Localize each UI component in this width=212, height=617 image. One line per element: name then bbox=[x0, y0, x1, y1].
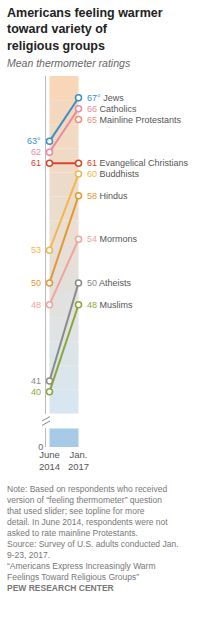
svg-text:63°: 63° bbox=[27, 136, 41, 146]
svg-text:0: 0 bbox=[38, 442, 43, 452]
svg-text:Mean thermometer ratings: Mean thermometer ratings bbox=[7, 57, 131, 69]
svg-text:48: 48 bbox=[31, 300, 41, 310]
svg-text:54 Mormons: 54 Mormons bbox=[87, 234, 138, 244]
svg-text:48 Muslims: 48 Muslims bbox=[87, 300, 133, 310]
svg-text:61 Evangelical Christians: 61 Evangelical Christians bbox=[87, 158, 189, 168]
svg-text:Americans feeling warmertoward: Americans feeling warmertoward variety o… bbox=[7, 6, 163, 53]
svg-text:41: 41 bbox=[31, 376, 41, 386]
svg-text:60 Buddhists: 60 Buddhists bbox=[87, 169, 140, 179]
svg-text:65 Mainline Protestants: 65 Mainline Protestants bbox=[87, 115, 182, 125]
svg-text:Jan.2017: Jan.2017 bbox=[68, 449, 89, 472]
svg-text:June2014: June2014 bbox=[39, 449, 60, 472]
svg-text:40: 40 bbox=[31, 387, 41, 397]
svg-text:53: 53 bbox=[31, 245, 41, 255]
svg-text:50 Atheists: 50 Atheists bbox=[87, 278, 132, 288]
svg-text:66 Catholics: 66 Catholics bbox=[87, 104, 137, 114]
svg-text:62: 62 bbox=[31, 147, 41, 157]
svg-text:50: 50 bbox=[31, 278, 41, 288]
svg-text:67° Jews: 67° Jews bbox=[87, 93, 124, 103]
svg-text:61: 61 bbox=[31, 158, 41, 168]
svg-text:58 Hindus: 58 Hindus bbox=[87, 191, 128, 201]
svg-text:Note: Based on respondents who: Note: Based on respondents who receivedv… bbox=[7, 484, 179, 593]
